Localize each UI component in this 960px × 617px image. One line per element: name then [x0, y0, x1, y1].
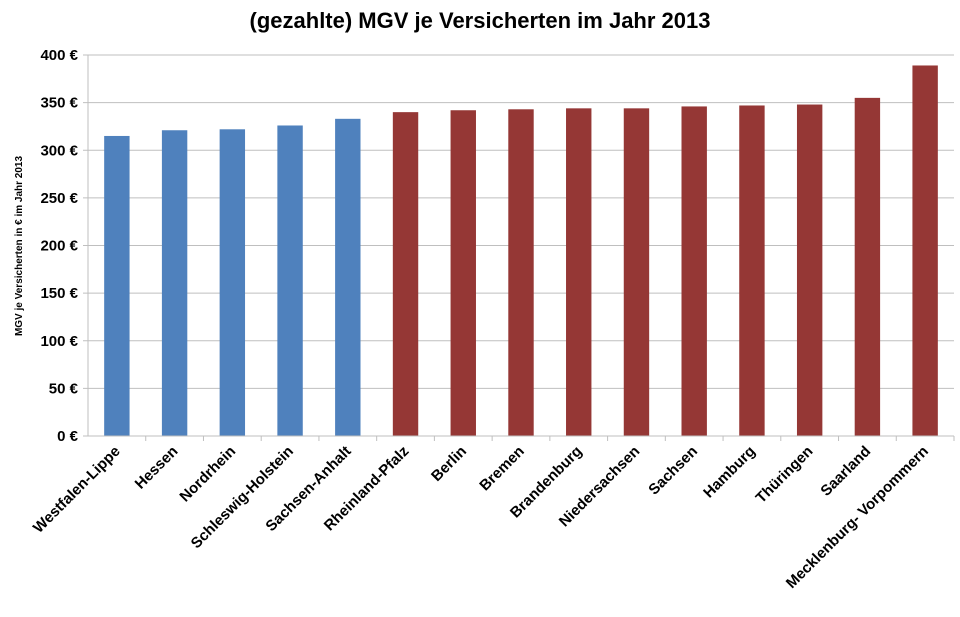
- chart-title: (gezahlte) MGV je Versicherten im Jahr 2…: [249, 8, 711, 33]
- bar: [219, 129, 246, 437]
- y-tick-label: 300 €: [40, 142, 78, 159]
- y-tick-label: 250 €: [40, 190, 78, 207]
- bar: [854, 97, 881, 437]
- x-tick-label: Saarland: [817, 443, 874, 500]
- y-tick-label: 400 €: [40, 47, 78, 64]
- bar: [450, 110, 476, 437]
- y-tick-label: 100 €: [40, 333, 78, 350]
- bars: [104, 65, 938, 437]
- bar: [508, 109, 534, 436]
- x-tick-label: Hamburg: [700, 443, 759, 502]
- y-axis-title: MGV je Versicherten in € im Jahr 2013: [14, 156, 25, 337]
- bar: [796, 104, 823, 436]
- axes: [83, 54, 955, 441]
- x-tick-label: Schleswig-Holstein: [188, 443, 297, 552]
- y-tick-label: 350 €: [40, 95, 78, 112]
- y-tick-label: 150 €: [40, 285, 78, 302]
- bar: [335, 118, 361, 436]
- bar: [681, 106, 707, 436]
- x-tick-label: Hessen: [132, 443, 182, 493]
- x-tick-label: Berlin: [428, 443, 470, 485]
- bar: [392, 112, 419, 437]
- y-tick-label: 200 €: [40, 238, 78, 255]
- bar: [104, 135, 130, 436]
- bar: [566, 108, 592, 436]
- bar: [623, 108, 650, 436]
- bar: [277, 125, 303, 437]
- bar: [912, 65, 938, 436]
- x-tick-label: Sachsen: [645, 443, 701, 499]
- x-tick-label: Bremen: [476, 443, 528, 495]
- y-tick-label: 0 €: [57, 428, 79, 445]
- x-tick-label: Thüringen: [753, 443, 817, 507]
- x-tick-label: Nordrhein: [176, 443, 239, 506]
- y-tick-label: 50 €: [49, 380, 79, 397]
- x-tick-label: Westfalen-Lippe: [30, 443, 124, 537]
- bar: [739, 105, 765, 437]
- bar: [161, 130, 188, 436]
